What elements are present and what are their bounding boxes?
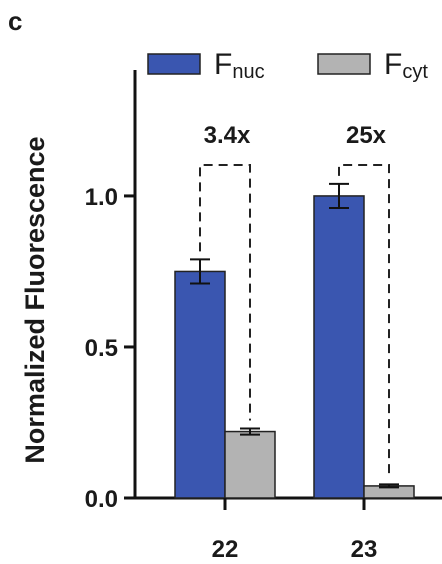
legend-label-nuc: F (214, 48, 232, 81)
legend-swatch-nuc (147, 53, 201, 75)
x-tick-label-22: 22 (212, 536, 239, 563)
x-tick-labels: 22 23 (212, 498, 378, 563)
fold-annotation-22: 3.4x (204, 122, 251, 149)
svg-text:Fcyt: Fcyt (384, 48, 428, 83)
bar-22-nuc (174, 270, 226, 499)
y-tick-label: 1.0 (85, 184, 118, 211)
bracket-23 (338, 164, 390, 477)
bars (174, 182, 415, 499)
x-tick-label-23: 23 (351, 536, 378, 563)
svg-text:Fnuc: Fnuc (214, 48, 265, 83)
bar-22-cyt (224, 430, 276, 499)
y-tick-label: 0.5 (85, 335, 118, 362)
bracket-22 (199, 164, 251, 421)
fold-annotation-23: 25x (346, 122, 387, 149)
bar-23-nuc (313, 195, 365, 499)
legend-swatch-cyt (317, 53, 371, 75)
y-axis-title: Normalized Fluorescence (20, 136, 50, 463)
legend-sub-cyt: cyt (402, 61, 428, 83)
legend: Fnuc Fcyt (147, 48, 428, 83)
legend-label-cyt: F (384, 48, 402, 81)
y-tick-label: 0.0 (85, 486, 118, 513)
annotations: 3.4x 25x (199, 122, 390, 477)
panel-label: c (8, 6, 22, 36)
y-ticks: 0.0 0.5 1.0 (85, 184, 135, 513)
legend-sub-nuc: nuc (232, 61, 264, 83)
